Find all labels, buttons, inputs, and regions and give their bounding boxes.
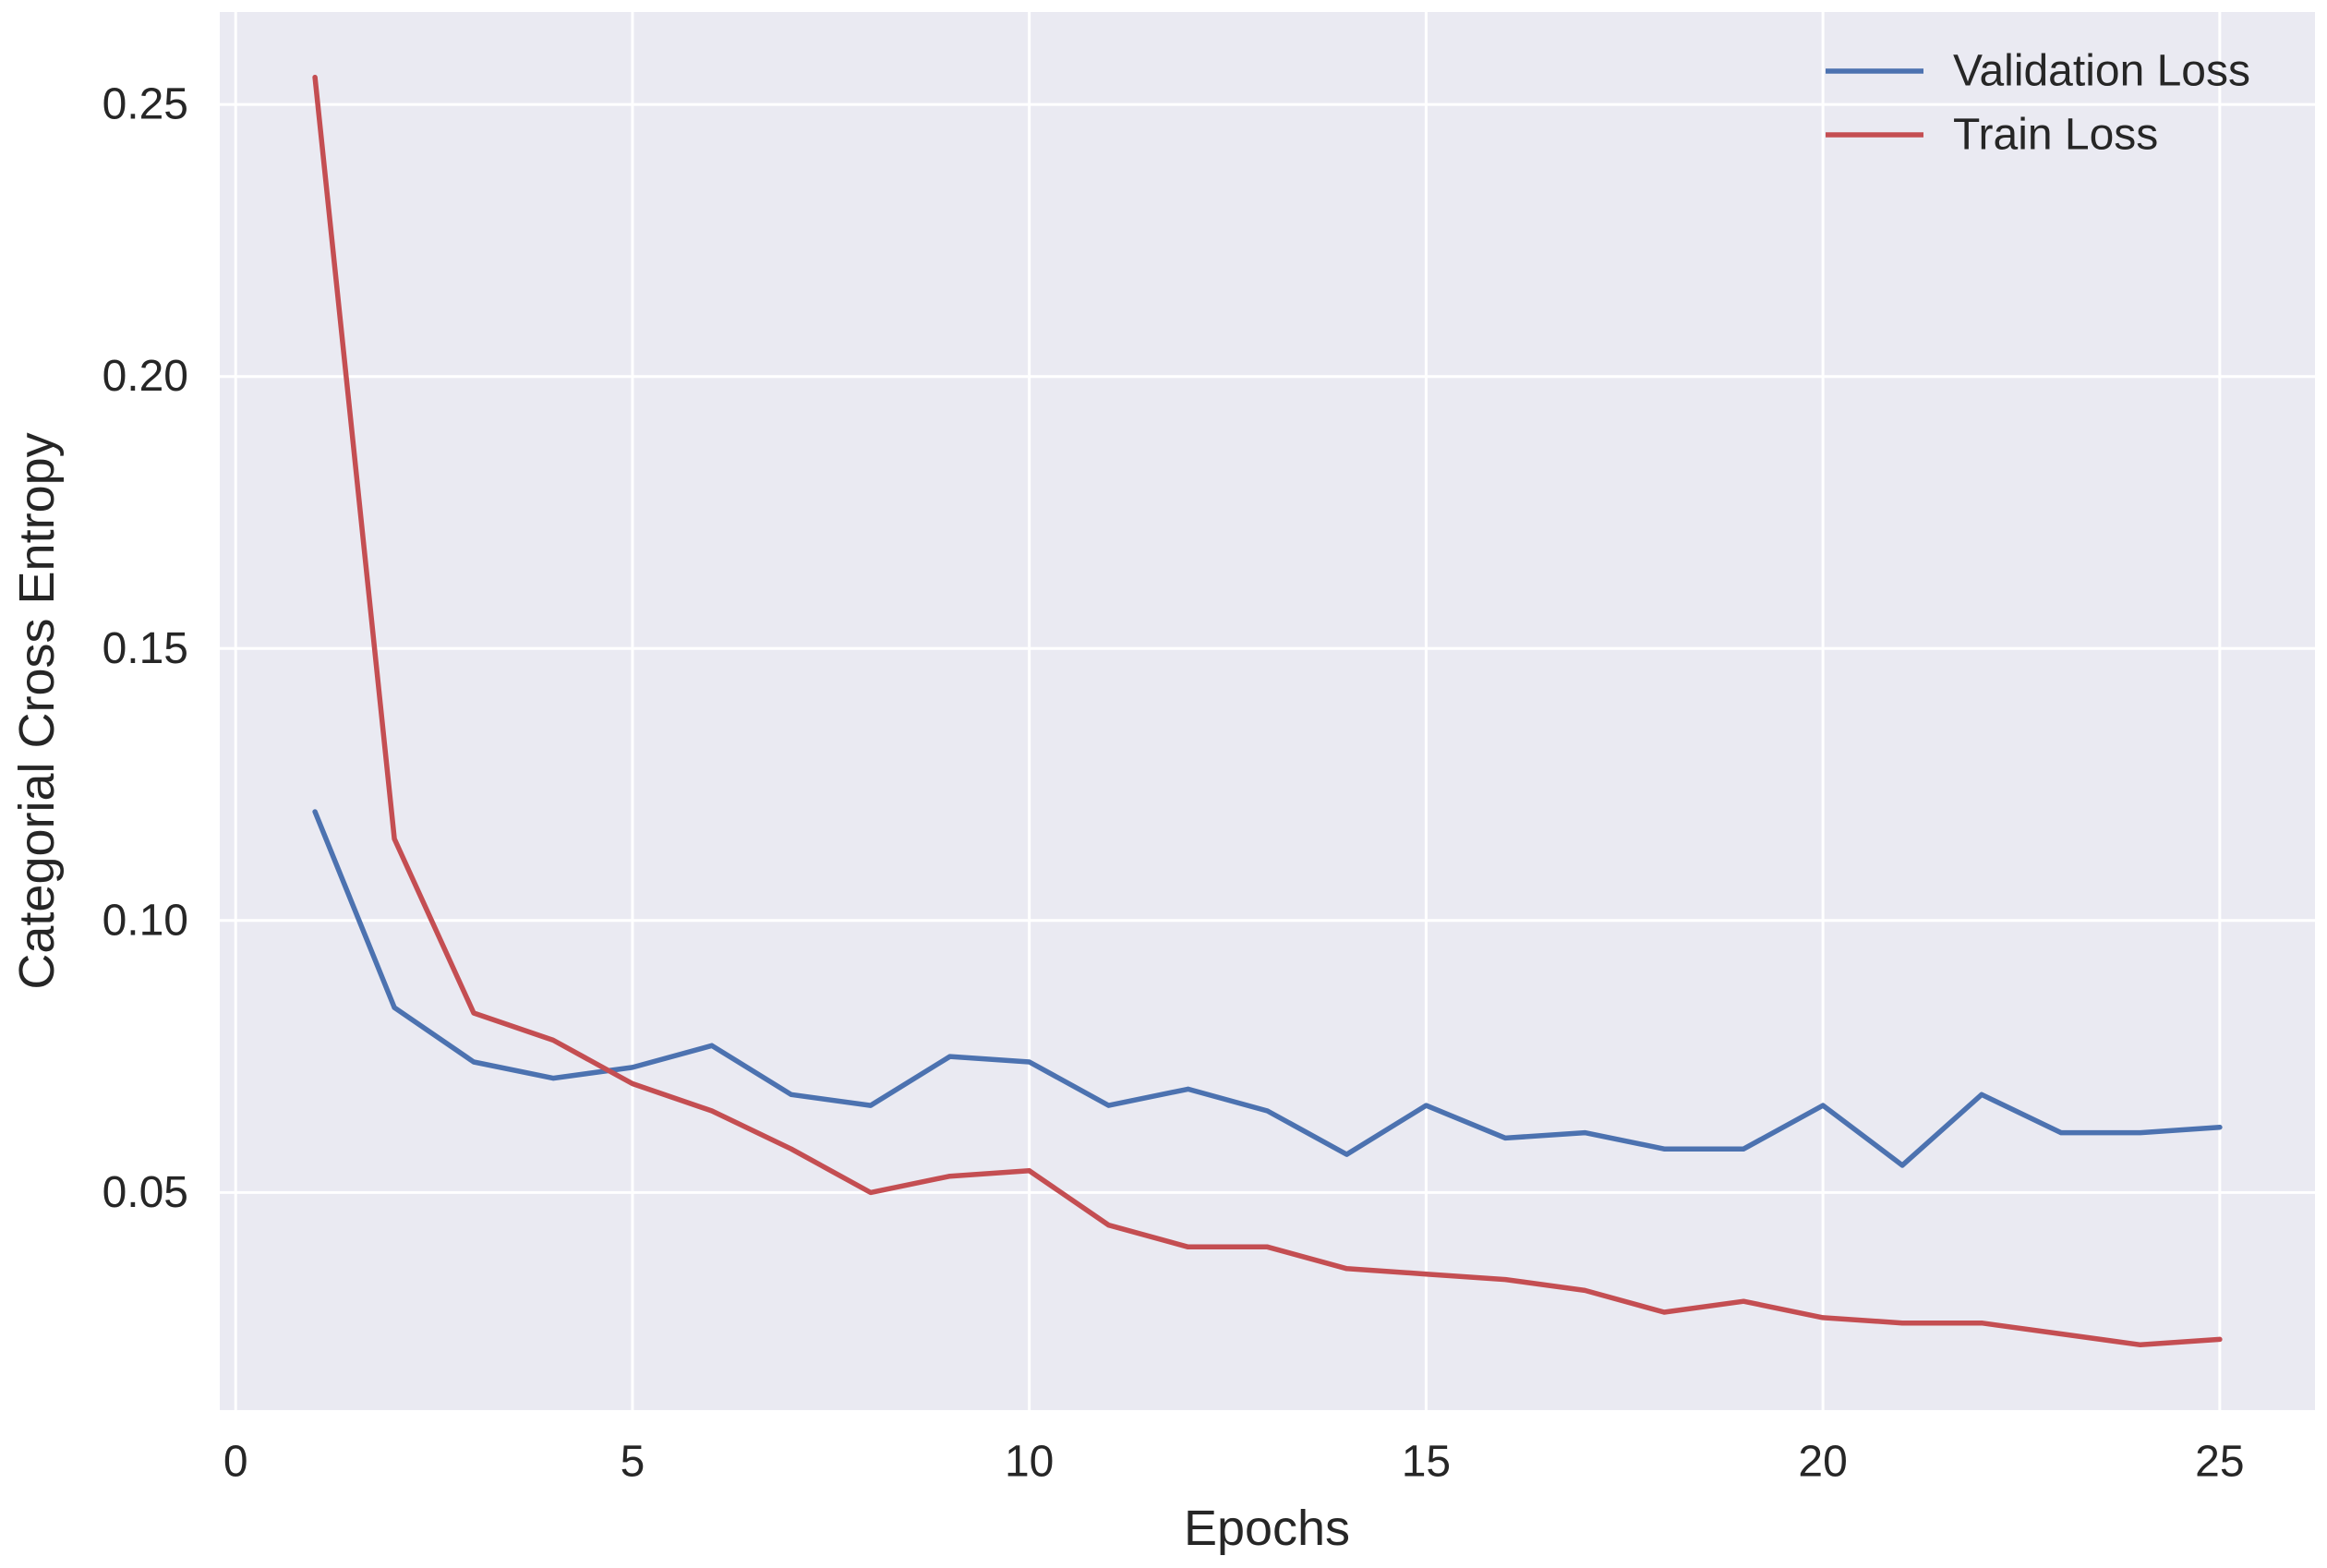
legend-label-train-loss: Train Loss	[1953, 111, 2158, 160]
data-point	[1979, 1092, 1984, 1097]
data-point	[1265, 1108, 1270, 1114]
data-point	[1820, 1315, 1826, 1321]
data-point	[1820, 1103, 1826, 1108]
data-point	[1502, 1135, 1508, 1140]
data-point	[312, 75, 318, 80]
data-point	[947, 1054, 953, 1059]
data-point	[1344, 1266, 1349, 1272]
series-validation-loss	[312, 809, 2223, 1168]
data-point	[471, 1059, 476, 1065]
x-tick-label: 10	[1005, 1438, 1054, 1487]
data-point	[392, 1005, 397, 1010]
data-point	[1106, 1103, 1112, 1108]
x-tick-label: 5	[621, 1438, 645, 1487]
series-train-loss	[312, 74, 2223, 1348]
data-point	[709, 1108, 715, 1114]
data-point	[1027, 1168, 1032, 1174]
legend-entry-validation-loss: Validation Loss	[1826, 47, 2250, 96]
gridlines	[220, 12, 2315, 1410]
data-point	[2058, 1332, 2064, 1337]
data-point	[1979, 1321, 1984, 1326]
legend-label-validation-loss: Validation Loss	[1953, 47, 2250, 96]
data-point	[1661, 1146, 1667, 1152]
data-point	[1344, 1152, 1349, 1157]
data-point	[2138, 1342, 2143, 1347]
y-axis-label: Categorial Cross Entropy	[9, 432, 65, 989]
tick-labels: 0 5 10 15 20 25 0.05 0.10 0.15 0.20 0.25	[102, 80, 2245, 1487]
data-point	[2217, 1125, 2223, 1130]
x-axis-label: Epochs	[1184, 1501, 1350, 1556]
data-point	[709, 1043, 715, 1048]
data-point	[1741, 1298, 1746, 1304]
data-point	[1741, 1146, 1746, 1152]
data-point	[1582, 1287, 1587, 1293]
data-point	[2138, 1130, 2143, 1136]
data-point	[1899, 1321, 1905, 1326]
x-tick-label: 20	[1798, 1438, 1847, 1487]
data-point	[1265, 1244, 1270, 1249]
data-point	[550, 1037, 556, 1043]
series-group	[312, 74, 2223, 1348]
legend: Validation Loss Train Loss	[1826, 47, 2250, 160]
data-point	[868, 1103, 874, 1108]
data-point	[312, 809, 318, 814]
data-point	[471, 1010, 476, 1016]
y-tick-label: 0.25	[102, 80, 188, 129]
y-tick-label: 0.10	[102, 896, 188, 945]
data-point	[1899, 1163, 1905, 1168]
data-point	[550, 1076, 556, 1081]
data-point	[1423, 1272, 1429, 1277]
data-point	[868, 1189, 874, 1195]
x-tick-label: 15	[1402, 1438, 1451, 1487]
x-tick-label: 0	[223, 1438, 248, 1487]
data-point	[789, 1092, 794, 1097]
data-point	[1186, 1086, 1191, 1092]
y-tick-label: 0.15	[102, 624, 188, 673]
data-point	[1582, 1130, 1587, 1136]
data-point	[789, 1146, 794, 1152]
y-tick-label: 0.05	[102, 1168, 188, 1217]
data-point	[947, 1174, 953, 1179]
data-point	[1106, 1223, 1112, 1228]
data-point	[392, 836, 397, 841]
data-point	[1423, 1103, 1429, 1108]
plot-area	[220, 12, 2315, 1410]
legend-entry-train-loss: Train Loss	[1826, 111, 2158, 160]
data-point	[1502, 1277, 1508, 1283]
x-tick-label: 25	[2195, 1438, 2244, 1487]
data-point	[2217, 1336, 2223, 1342]
data-point	[1027, 1059, 1032, 1065]
data-point	[1186, 1244, 1191, 1249]
data-point	[1661, 1309, 1667, 1315]
data-point	[2058, 1130, 2064, 1136]
y-tick-label: 0.20	[102, 352, 188, 401]
data-point	[630, 1065, 635, 1070]
data-point	[630, 1081, 635, 1087]
